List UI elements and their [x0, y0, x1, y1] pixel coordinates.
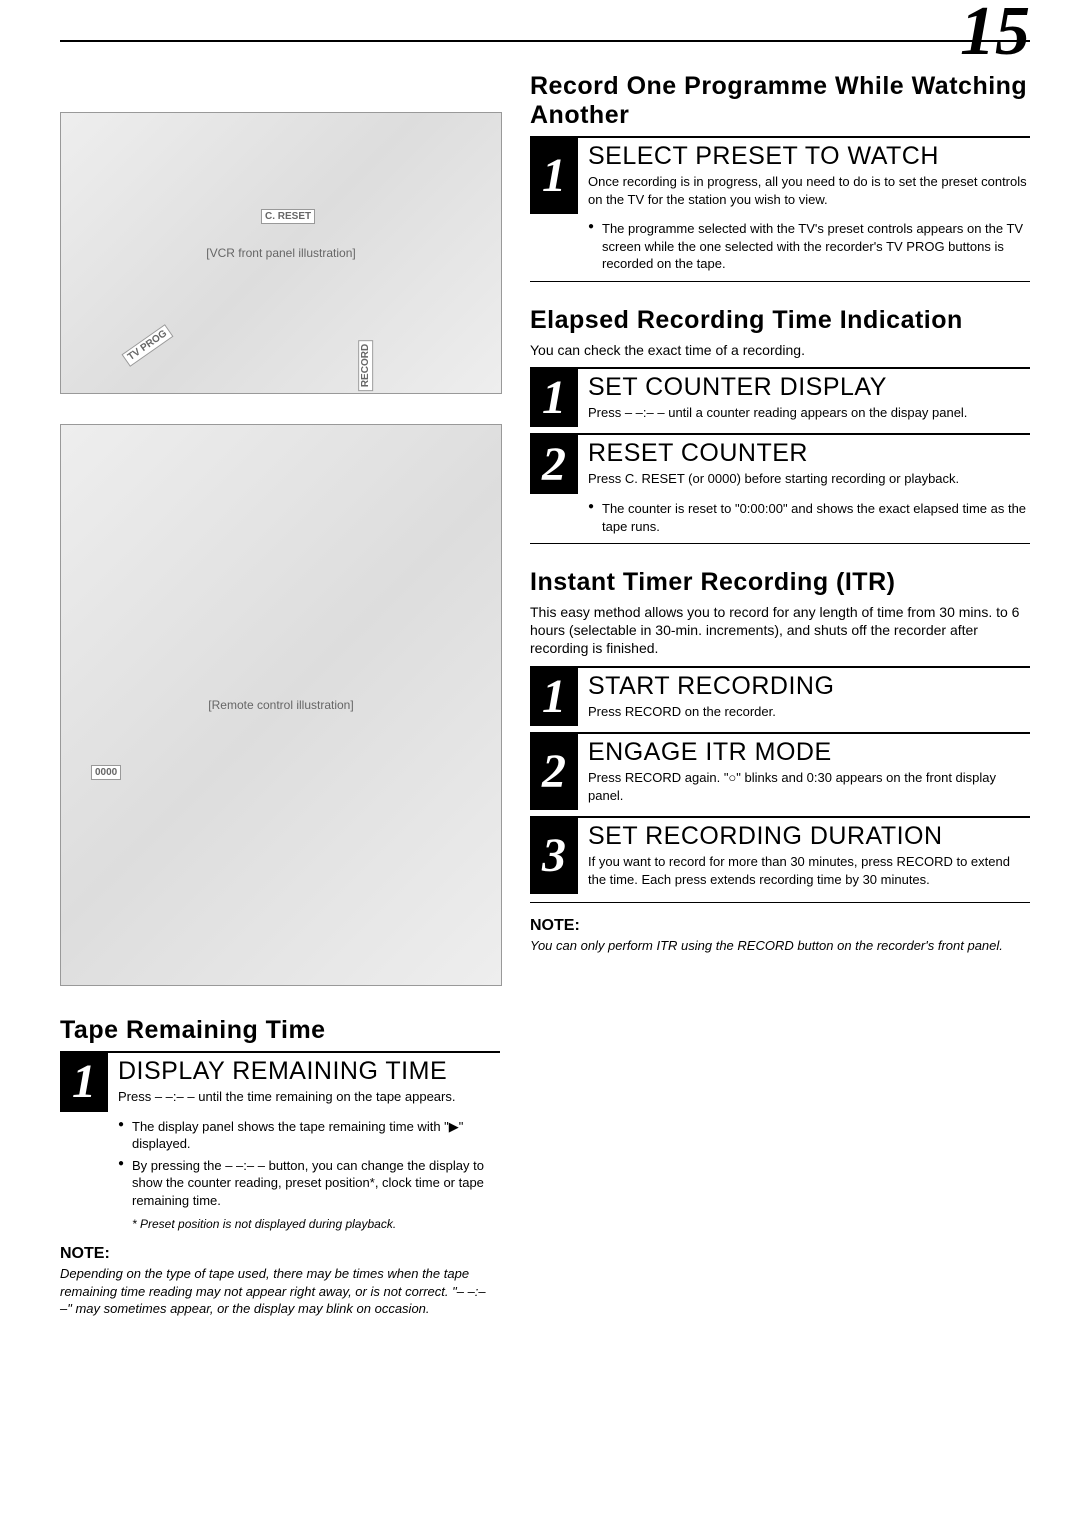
step-number: 1 [530, 138, 578, 214]
step-number: 1 [60, 1053, 108, 1112]
note-label: NOTE: [60, 1245, 500, 1263]
elapsed-heading: Elapsed Recording Time Indication [530, 306, 1030, 335]
step-text: Press RECORD on the recorder. [588, 703, 1030, 721]
bullet-item: By pressing the – –:– – button, you can … [118, 1157, 500, 1210]
step-content: ENGAGE ITR MODE Press RECORD again. "○" … [578, 734, 1030, 810]
step-content: SELECT PRESET TO WATCH Once recording is… [578, 138, 1030, 214]
step-title: RESET COUNTER [588, 439, 1030, 468]
step-title: SET RECORDING DURATION [588, 822, 1030, 851]
itr-section: Instant Timer Recording (ITR) This easy … [530, 568, 1030, 955]
elapsed-section: Elapsed Recording Time Indication You ca… [530, 306, 1030, 544]
step-block: 2 RESET COUNTER Press C. RESET (or 0000)… [530, 433, 1030, 494]
step-number: 2 [530, 435, 578, 494]
step-number: 1 [530, 369, 578, 428]
step-block: 1 SET COUNTER DISPLAY Press – –:– – unti… [530, 367, 1030, 428]
bullet-item: The counter is reset to "0:00:00" and sh… [588, 500, 1030, 535]
itr-heading: Instant Timer Recording (ITR) [530, 568, 1030, 597]
step-text: If you want to record for more than 30 m… [588, 853, 1030, 888]
diag-label-record: RECORD [358, 340, 373, 391]
remote-diagram: 0000 [Remote control illustration] [60, 424, 502, 986]
bullet-list: The counter is reset to "0:00:00" and sh… [530, 500, 1030, 535]
tape-remaining-section: Tape Remaining Time 1 DISPLAY REMAINING … [60, 1016, 500, 1318]
step-number: 2 [530, 734, 578, 810]
step-title: SET COUNTER DISPLAY [588, 373, 1030, 402]
page-number: 15 [960, 0, 1030, 72]
step-content: SET COUNTER DISPLAY Press – –:– – until … [578, 369, 1030, 428]
step-content: DISPLAY REMAINING TIME Press – –:– – unt… [108, 1053, 500, 1112]
two-column-layout: C. RESET TV PROG RECORD [VCR front panel… [60, 72, 1030, 1318]
note-label: NOTE: [530, 917, 1030, 935]
footnote: * Preset position is not displayed durin… [60, 1217, 500, 1231]
elapsed-subtext: You can check the exact time of a record… [530, 341, 1030, 359]
diag-label-creset: C. RESET [261, 209, 315, 224]
step-block: 2 ENGAGE ITR MODE Press RECORD again. "○… [530, 732, 1030, 810]
step-number: 3 [530, 818, 578, 894]
itr-subtext: This easy method allows you to record fo… [530, 603, 1030, 658]
step-title: SELECT PRESET TO WATCH [588, 142, 1030, 171]
step-block: 1 START RECORDING Press RECORD on the re… [530, 666, 1030, 727]
step-block: 1 DISPLAY REMAINING TIME Press – –:– – u… [60, 1051, 500, 1112]
right-column: Record One Programme While Watching Anot… [530, 72, 1030, 1318]
vcr-diagram: C. RESET TV PROG RECORD [VCR front panel… [60, 112, 502, 394]
divider [530, 902, 1030, 903]
step-block: 3 SET RECORDING DURATION If you want to … [530, 816, 1030, 894]
divider [530, 281, 1030, 282]
left-column: C. RESET TV PROG RECORD [VCR front panel… [60, 72, 500, 1318]
step-content: SET RECORDING DURATION If you want to re… [578, 818, 1030, 894]
step-block: 1 SELECT PRESET TO WATCH Once recording … [530, 136, 1030, 214]
bullet-list: The display panel shows the tape remaini… [60, 1118, 500, 1210]
record-one-heading: Record One Programme While Watching Anot… [530, 72, 1030, 130]
bullet-list: The programme selected with the TV's pre… [530, 220, 1030, 273]
divider [530, 543, 1030, 544]
step-title: START RECORDING [588, 672, 1030, 701]
note-text: You can only perform ITR using the RECOR… [530, 937, 1030, 955]
header-rule: 15 [60, 40, 1030, 42]
bullet-item: The programme selected with the TV's pre… [588, 220, 1030, 273]
step-text: Press – –:– – until the time remaining o… [118, 1088, 500, 1106]
step-title: DISPLAY REMAINING TIME [118, 1057, 500, 1086]
step-content: START RECORDING Press RECORD on the reco… [578, 668, 1030, 727]
step-number: 1 [530, 668, 578, 727]
bullet-item: The display panel shows the tape remaini… [118, 1118, 500, 1153]
step-title: ENGAGE ITR MODE [588, 738, 1030, 767]
manual-page: 15 C. RESET TV PROG RECORD [VCR front pa… [0, 0, 1080, 1358]
step-text: Press C. RESET (or 0000) before starting… [588, 470, 1030, 488]
step-text: Press RECORD again. "○" blinks and 0:30 … [588, 769, 1030, 804]
diag-label-tvprog: TV PROG [121, 324, 173, 367]
step-content: RESET COUNTER Press C. RESET (or 0000) b… [578, 435, 1030, 494]
note-text: Depending on the type of tape used, ther… [60, 1265, 500, 1318]
diag-label-0000: 0000 [91, 765, 121, 780]
step-text: Press – –:– – until a counter reading ap… [588, 404, 1030, 422]
step-text: Once recording is in progress, all you n… [588, 173, 1030, 208]
tape-remaining-heading: Tape Remaining Time [60, 1016, 500, 1045]
